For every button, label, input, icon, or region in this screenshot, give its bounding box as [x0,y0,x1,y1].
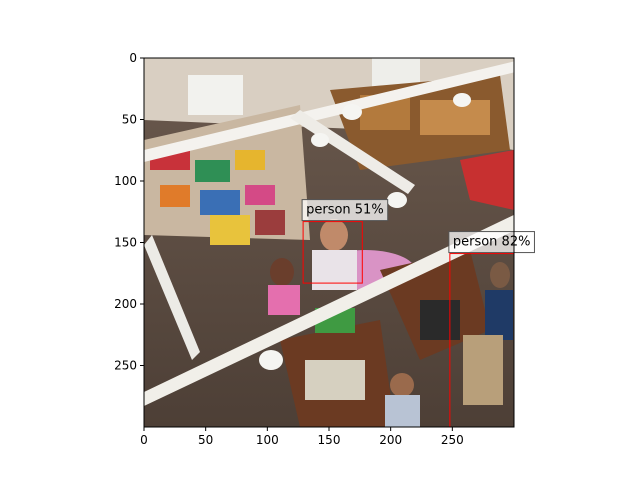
x-tick-label: 250 [441,433,464,447]
x-tick-label: 150 [318,433,341,447]
store-photo [144,58,514,427]
x-tick-label: 100 [256,433,279,447]
x-tick-label: 0 [140,433,148,447]
y-tick-label: 150 [114,236,137,250]
y-tick-label: 250 [114,359,137,373]
x-tick-label: 200 [379,433,402,447]
axes: 0 50 100 150 200 250 0 50 100 150 200 250 [114,51,515,447]
x-tick-label: 50 [198,433,213,447]
y-tick-label: 100 [114,174,137,188]
y-tick-label: 200 [114,297,137,311]
detection-box [302,221,363,284]
y-tick-label: 0 [129,51,137,65]
detection-label-background [448,231,535,254]
detection-1: person 51% [301,199,389,284]
detections-layer: person 51% person 82% [301,199,535,428]
detection-label-background [301,199,389,222]
detection-label: person 82% [453,235,531,250]
detection-label: person 51% [306,203,384,218]
y-tick-label: 50 [122,113,137,127]
